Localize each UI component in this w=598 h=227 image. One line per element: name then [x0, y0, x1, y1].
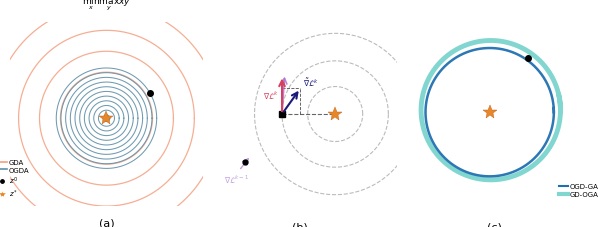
Text: (a): (a) [99, 217, 114, 227]
Text: (b): (b) [292, 222, 308, 227]
Legend: GDA, OGDA, $z^0$, $z^*$: GDA, OGDA, $z^0$, $z^*$ [0, 159, 29, 199]
Legend: OGD-GA, GD-OGA: OGD-GA, GD-OGA [559, 184, 598, 197]
Text: $\tilde{\nabla}\mathcal{L}^k$: $\tilde{\nabla}\mathcal{L}^k$ [303, 76, 319, 87]
Text: (c): (c) [487, 222, 502, 227]
Text: $\min_x \max_y xy$: $\min_x \max_y xy$ [82, 0, 131, 12]
Text: $\nabla\mathcal{L}^{k-1}$: $\nabla\mathcal{L}^{k-1}$ [224, 173, 249, 184]
Text: $\nabla\mathcal{L}^k$: $\nabla\mathcal{L}^k$ [263, 89, 278, 100]
